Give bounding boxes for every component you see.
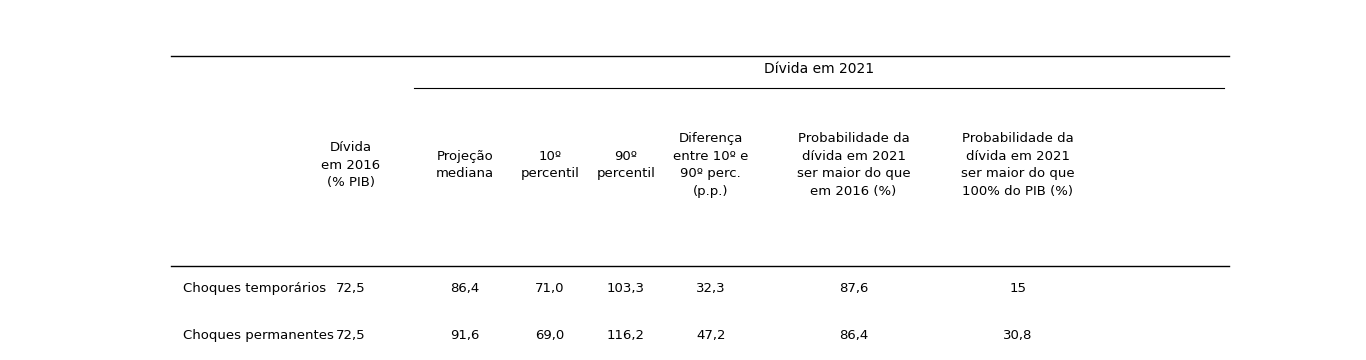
Text: Projeção
mediana: Projeção mediana	[436, 150, 494, 180]
Text: Probabilidade da
dívida em 2021
ser maior do que
em 2016 (%): Probabilidade da dívida em 2021 ser maio…	[796, 132, 910, 198]
Text: 30,8: 30,8	[1003, 329, 1033, 342]
Text: 86,4: 86,4	[839, 329, 869, 342]
Text: 72,5: 72,5	[336, 329, 366, 342]
Text: Dívida
em 2016
(% PIB): Dívida em 2016 (% PIB)	[321, 141, 380, 189]
Text: 71,0: 71,0	[535, 282, 564, 295]
Text: 69,0: 69,0	[535, 329, 564, 342]
Text: Probabilidade da
dívida em 2021
ser maior do que
100% do PIB (%): Probabilidade da dívida em 2021 ser maio…	[960, 132, 1075, 198]
Text: 91,6: 91,6	[451, 329, 479, 342]
Text: Choques permanentes: Choques permanentes	[183, 329, 335, 342]
Text: 10º
percentil: 10º percentil	[520, 150, 579, 180]
Text: Diferença
entre 10º e
90º perc.
(p.p.): Diferença entre 10º e 90º perc. (p.p.)	[673, 132, 749, 198]
Text: 90º
percentil: 90º percentil	[597, 150, 656, 180]
Text: Choques temporários: Choques temporários	[183, 282, 326, 295]
Text: 47,2: 47,2	[695, 329, 725, 342]
Text: 103,3: 103,3	[607, 282, 645, 295]
Text: 72,5: 72,5	[336, 282, 366, 295]
Text: 87,6: 87,6	[839, 282, 869, 295]
Text: Dívida em 2021: Dívida em 2021	[764, 62, 874, 76]
Text: 116,2: 116,2	[607, 329, 645, 342]
Text: 15: 15	[1009, 282, 1026, 295]
Text: 32,3: 32,3	[695, 282, 725, 295]
Text: 86,4: 86,4	[451, 282, 479, 295]
